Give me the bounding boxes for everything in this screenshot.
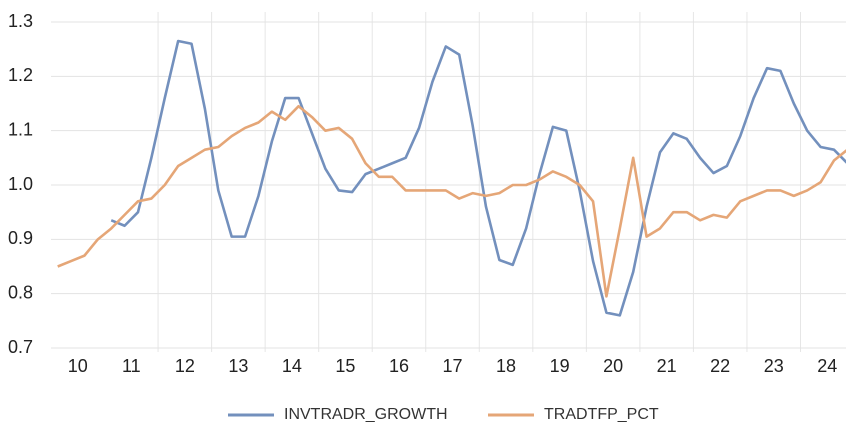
legend-label: TRADTFP_PCT [544,406,659,423]
x-tick-label: 10 [68,356,88,376]
series-line [110,39,846,317]
y-tick-label: 0.8 [8,282,33,302]
legend-label: INVTRADR_GROWTH [284,406,448,423]
x-tick-label: 19 [550,356,570,376]
y-tick-label: 1.2 [8,65,33,85]
x-tick-label: 20 [603,356,623,376]
y-tick-label: 1.1 [8,119,33,139]
plot-area [57,39,846,317]
x-tick-label: 17 [442,356,462,376]
y-tick-label: 0.7 [8,337,33,357]
x-tick-label: 15 [335,356,355,376]
x-tick-label: 23 [764,356,784,376]
x-tick-label: 12 [175,356,195,376]
x-tick-label: 14 [282,356,302,376]
x-tick-label: 22 [710,356,730,376]
y-tick-label: 1.0 [8,174,33,194]
series-line [57,104,846,298]
x-tick-label: 16 [389,356,409,376]
x-tick-label: 11 [122,356,141,376]
x-tick-label: 21 [657,356,677,376]
x-tick-label: 18 [496,356,516,376]
x-tick-label: 24 [817,356,837,376]
x-tick-label: 13 [228,356,248,376]
y-tick-label: 1.3 [8,11,33,31]
y-tick-label: 0.9 [8,228,33,248]
